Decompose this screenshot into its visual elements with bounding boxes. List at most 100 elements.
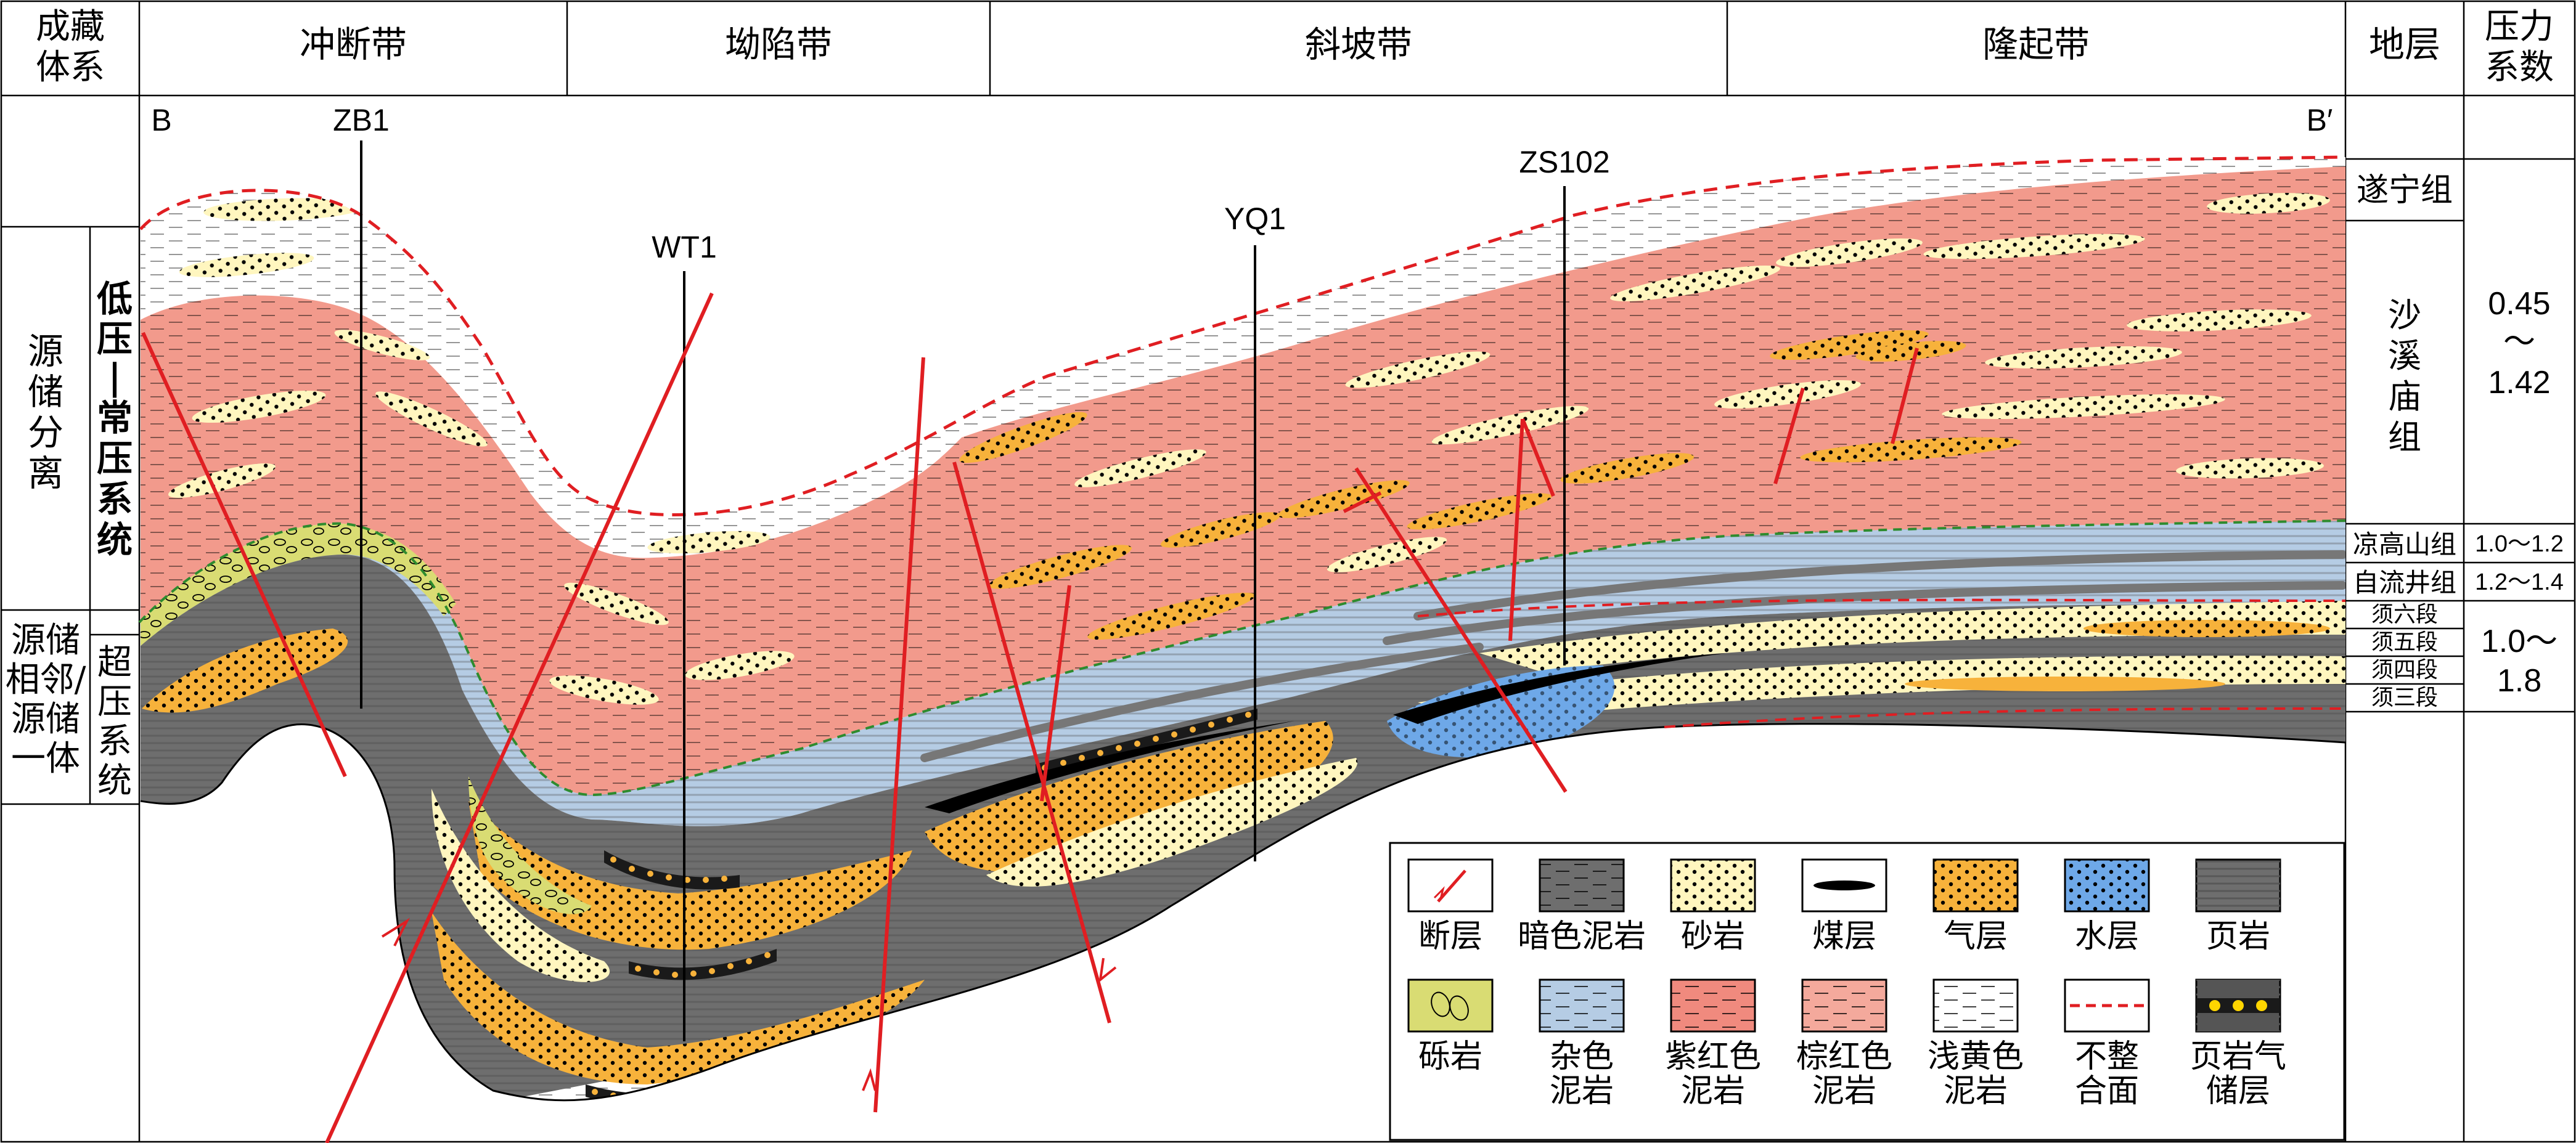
unconformity-top (139, 155, 2346, 517)
coal-seam (925, 721, 1294, 813)
separated-system-char: 分 (28, 412, 63, 454)
legend-label: 浅黄色 (1928, 1038, 2024, 1075)
legend-label: 水层 (2075, 918, 2139, 955)
legend-label: 断层 (1418, 918, 1482, 955)
pressure-column: 0.45 ～ 1.42 1.0～1.2 1.2～1.4 1.0～ 1.8 (2475, 286, 2564, 699)
shale-gas-reservoir (629, 949, 777, 980)
stratum-shaximiao-char: 组 (2388, 418, 2421, 457)
stratum-xu6: 须六段 (2371, 602, 2438, 627)
section-start-label: B (151, 103, 171, 137)
zone-uplift-belt: 隆起带 (1982, 23, 2090, 65)
legend-label: 页岩气 (2190, 1038, 2286, 1075)
adjacent-system-line: 源储 (11, 699, 80, 739)
pressure-title-line2: 系数 (2485, 47, 2554, 87)
unconformity-jurassic-base (138, 519, 2346, 797)
sandstone-icon: 砂岩 (1670, 858, 1756, 955)
well-wt1-label: WT1 (652, 230, 717, 264)
adjacent-system-line: 源储 (11, 620, 80, 661)
pressure-lower-line: 1.8 (2497, 663, 2541, 699)
stratum-xu5: 须五段 (2371, 630, 2438, 655)
low-normal-pressure-char: 低 (97, 278, 133, 320)
pressure-title-line1: 压力 (2485, 7, 2554, 47)
legend-label: 紫红色 (1665, 1038, 1761, 1075)
conglomerate-icon: 砾岩 (1407, 978, 1494, 1075)
fault-icon: 断层 (1407, 858, 1494, 955)
shale-icon: 页岩 (2195, 858, 2281, 955)
stratum-shaximiao-char: 沙 (2388, 296, 2421, 335)
stratum-xu4: 须四段 (2371, 657, 2438, 683)
pressure-upper-line: 0.45 (2488, 286, 2550, 322)
legend-label: 不整 (2075, 1038, 2139, 1075)
pressure-lianggaoshan: 1.0～1.2 (2475, 531, 2564, 557)
water-layer-icon: 水层 (2064, 858, 2150, 955)
wells (360, 140, 1566, 1041)
stratum-shaximiao-char: 庙 (2388, 377, 2421, 416)
zone-thrust-belt: 冲断带 (300, 23, 407, 65)
stratum-xu3: 须三段 (2371, 685, 2438, 710)
separated-system-char: 源 (28, 330, 63, 372)
section-end-label: B′ (2307, 103, 2333, 137)
legend-label: 砾岩 (1418, 1038, 1482, 1075)
strata-title: 地层 (2369, 23, 2440, 65)
legend-label: 气层 (1944, 918, 2008, 955)
legend-label: 棕红色 (1796, 1038, 1892, 1075)
gas-layer-icon: 气层 (1932, 858, 2019, 955)
well-zs102-label: ZS102 (1519, 145, 1609, 179)
legend-label: 杂色 (1550, 1038, 1614, 1075)
zone-slope-belt: 斜坡带 (1305, 23, 1412, 65)
legend-label: 泥岩 (1550, 1073, 1614, 1110)
legend-label: 砂岩 (1681, 918, 1745, 955)
stratum-shaximiao-char: 溪 (2388, 336, 2421, 375)
unconformity-xu3 (1664, 707, 2346, 728)
pressure-lower-line: 1.0～ (2481, 624, 2558, 659)
legend-label: 泥岩 (1681, 1073, 1745, 1110)
overpressure-char: 统 (97, 761, 132, 801)
separated-system-char: 储 (28, 371, 63, 413)
legend-label: 泥岩 (1944, 1073, 2008, 1110)
low-normal-pressure-char: 压 (97, 437, 133, 479)
system-title-line1: 成藏 (36, 7, 105, 47)
zone-depression-belt: 坳陷带 (725, 23, 832, 65)
pressure-ziliujing: 1.2～1.4 (2475, 569, 2564, 595)
overpressure-char: 压 (97, 682, 132, 722)
coal-icon: 煤层 (1801, 858, 1887, 955)
well-zb1-label: ZB1 (333, 103, 390, 137)
left-column: 源 储 分 离 源储 相邻/ 源储 一体 低 压 | 常 压 系 统 超 压 系… (6, 278, 133, 801)
unconformity-xu6 (1417, 598, 2346, 617)
shale-streaks (920, 550, 2345, 762)
overpressure-char: 超 (97, 643, 132, 683)
legend-label: 页岩 (2206, 918, 2270, 955)
well-yq1-label: YQ1 (1224, 201, 1286, 236)
faults (141, 292, 1919, 1143)
legend-label: 暗色泥岩 (1518, 918, 1646, 955)
low-normal-pressure-char: | (108, 356, 121, 398)
low-normal-pressure-char: 压 (97, 318, 133, 360)
stratum-lianggaoshan: 凉高山组 (2353, 529, 2456, 559)
legend-label: 合面 (2075, 1073, 2139, 1110)
header-row: 成藏 体系 冲断带 坳陷带 斜坡带 隆起带 地层 压力 系数 (36, 7, 2554, 87)
stratum-ziliujing: 自流井组 (2353, 567, 2456, 598)
pressure-upper-line: ～ (2503, 324, 2535, 360)
stratum-suining: 遂宁组 (2357, 172, 2453, 209)
upper-sandstone-lenses (168, 198, 795, 705)
low-normal-pressure-char: 系 (97, 478, 133, 520)
system-title-line2: 体系 (36, 47, 105, 87)
legend-label: 煤层 (1812, 918, 1876, 955)
cross-section: ZB1 WT1 YQ1 ZS102 B B′ (138, 103, 2346, 1143)
strata-column: 遂宁组 沙 溪 庙 组 凉高山组 自流井组 须六段 须五段 须四段 须三段 (2353, 172, 2456, 710)
low-normal-pressure-char: 常 (97, 397, 133, 439)
slope-lenses (959, 193, 2330, 691)
separated-system-char: 离 (28, 452, 63, 494)
pressure-upper-line: 1.42 (2488, 365, 2550, 401)
adjacent-system-line: 相邻/ (6, 660, 86, 700)
adjacent-system-line: 一体 (11, 739, 80, 779)
